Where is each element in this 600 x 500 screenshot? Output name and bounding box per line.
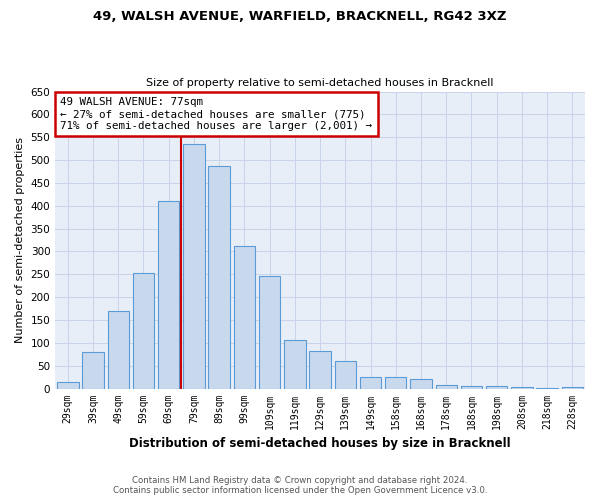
Bar <box>107 311 129 388</box>
Bar <box>310 350 331 389</box>
Y-axis label: Number of semi-detached properties: Number of semi-detached properties <box>15 137 25 343</box>
Bar <box>486 386 508 388</box>
Text: Contains HM Land Registry data © Crown copyright and database right 2024.
Contai: Contains HM Land Registry data © Crown c… <box>113 476 487 495</box>
Bar <box>133 274 154 388</box>
Bar <box>335 361 356 388</box>
Bar <box>511 387 533 388</box>
Bar <box>360 377 381 388</box>
Bar <box>284 340 305 388</box>
Bar <box>233 246 255 388</box>
Bar <box>562 387 583 388</box>
Bar <box>208 166 230 388</box>
Title: Size of property relative to semi-detached houses in Bracknell: Size of property relative to semi-detach… <box>146 78 494 88</box>
Text: 49, WALSH AVENUE, WARFIELD, BRACKNELL, RG42 3XZ: 49, WALSH AVENUE, WARFIELD, BRACKNELL, R… <box>93 10 507 23</box>
X-axis label: Distribution of semi-detached houses by size in Bracknell: Distribution of semi-detached houses by … <box>129 437 511 450</box>
Bar <box>461 386 482 388</box>
Bar <box>259 276 280 388</box>
Bar <box>385 377 406 388</box>
Text: 49 WALSH AVENUE: 77sqm
← 27% of semi-detached houses are smaller (775)
71% of se: 49 WALSH AVENUE: 77sqm ← 27% of semi-det… <box>61 98 373 130</box>
Bar <box>57 382 79 388</box>
Bar <box>158 201 179 388</box>
Bar <box>410 380 432 388</box>
Bar <box>82 352 104 389</box>
Bar <box>436 386 457 388</box>
Bar <box>183 144 205 388</box>
